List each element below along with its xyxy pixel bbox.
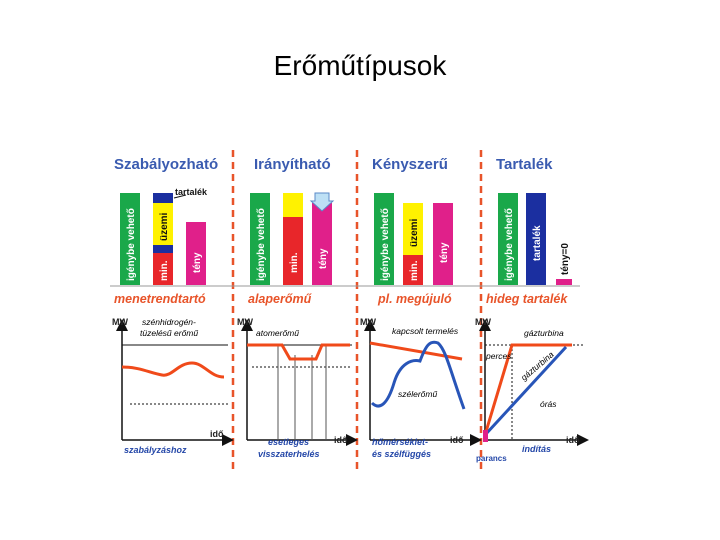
bar-min-1-label: min. [159,260,170,281]
header-iranyithato: Irányítható [254,156,331,173]
mw-label-4: MW [475,317,491,327]
curve-4-blue [483,345,568,437]
bar-tartalek-4 [526,193,546,285]
chart-3-label-a: kapcsolt termelés [392,326,459,336]
column-4-bars: igénybe vehető tartalék tény=0 [498,193,572,285]
bar-min-1 [153,253,173,285]
bar-min-3 [403,255,423,285]
bar-yellow-2 [283,193,303,217]
power-plant-types-diagram: Szabályozható Irányítható Kényszerű Tart… [100,145,590,480]
bar-teny-2 [312,203,332,285]
chart-1: MW idő szénhidrogén- tüzelésű erőmű szab… [112,317,234,455]
mw-label-3: MW [360,317,376,327]
curve-1 [121,361,225,379]
category-hideg-tartalek: hideg tartalék [486,292,568,306]
ido-label-1: idő [210,429,224,439]
tag-tartalek-1: tartalék [175,187,208,197]
chart-4-label-d: órás [540,399,557,409]
bar-igenybe-4 [498,193,518,285]
bar-tartalek-4-label: tartalék [532,225,543,261]
chart-1-label-a: szénhidrogén- [142,317,196,327]
bar-igenybe-1 [120,193,140,285]
bar-igenybe-2-label: igénybe vehető [256,208,267,281]
bar-min-2-label: min. [289,252,300,273]
curve-3-blue [370,340,466,410]
bar-teny0-4 [556,279,572,285]
ido-label-3: idő [450,435,464,445]
column-1-bars: igénybe vehető üzemi min. tartalék tény [120,187,208,285]
bar-igenybe-4-label: igénybe vehető [504,208,515,281]
bar-min-2 [283,217,303,285]
bar-teny-2-label: tény [318,248,329,269]
chart-1-label-b: tüzelésű erőmű [140,328,198,338]
mw-label-2: MW [237,317,253,327]
bar-tartalek-top-1 [153,193,173,203]
caption-3a: hőmérséklet- [372,437,428,447]
caption-2a: esetleges [268,437,309,447]
category-megujulo: pl. megújuló [377,292,452,306]
chart-2: MW idő atomerőmű esetleges visszaterhelé… [237,317,358,459]
chart-4: MW idő gázturbina perces gázturbina órás… [475,317,589,463]
category-alaperomu: alaperőmű [248,292,313,306]
chart-2-label: atomerőmű [256,328,299,338]
chart-4-label-a: gázturbina [524,328,564,338]
bar-min-3-label: min. [409,260,420,281]
caption-3b: és szélfüggés [372,449,431,459]
ido-label-2: idő [334,435,348,445]
curve-2 [247,343,350,361]
column-2-bars: igénybe vehető min. tény [250,192,335,285]
bar-uzemi-1-label: üzemi [159,212,170,241]
diagram-svg: Szabályozható Irányítható Kényszerű Tart… [110,150,589,470]
bar-teny0-4-label: tény=0 [560,243,571,275]
bar-igenybe-3-label: igénybe vehető [380,208,391,281]
bar-igenybe-1-label: igénybe vehető [126,208,137,281]
command-pulse [483,430,488,442]
column-3-bars: igénybe vehető üzemi min. tény [374,193,453,285]
caption-2b: visszaterhelés [258,449,320,459]
header-kenyszeru: Kényszerű [372,156,448,173]
bar-teny-3-label: tény [439,242,450,263]
down-arrow-2 [309,192,335,212]
bar-teny-3 [433,203,453,285]
caption-4: indítás [522,444,551,454]
bar-teny-1-label: tény [192,252,203,273]
bar-igenybe-2 [250,193,270,285]
chart-4-label-b: perces [485,351,512,361]
caption-1: szabályzáshoz [124,445,187,455]
ido-label-4: idő [566,435,580,445]
chart-3-label-b: szélerőmű [398,389,437,399]
curve-4-orange [483,343,572,436]
chart-3: MW idő kapcsolt termelés szélerőmű hőmér… [360,317,482,459]
category-menetrendtarto: menetrendtartó [114,292,206,306]
bar-uzemi-3 [403,203,423,255]
bar-igenybe-3 [374,193,394,285]
curve-3-orange [369,341,463,361]
bar-teny-1 [186,222,206,285]
header-tartalek: Tartalék [496,156,553,173]
bar-blue-1 [153,245,173,253]
bar-uzemi-1 [153,203,173,245]
bar-uzemi-3-label: üzemi [409,218,420,247]
command-label: parancs [476,454,507,463]
mw-label-1: MW [112,317,128,327]
header-szabalyozhato: Szabályozható [114,156,218,173]
slide-title: Erőműtípusok [273,50,447,81]
